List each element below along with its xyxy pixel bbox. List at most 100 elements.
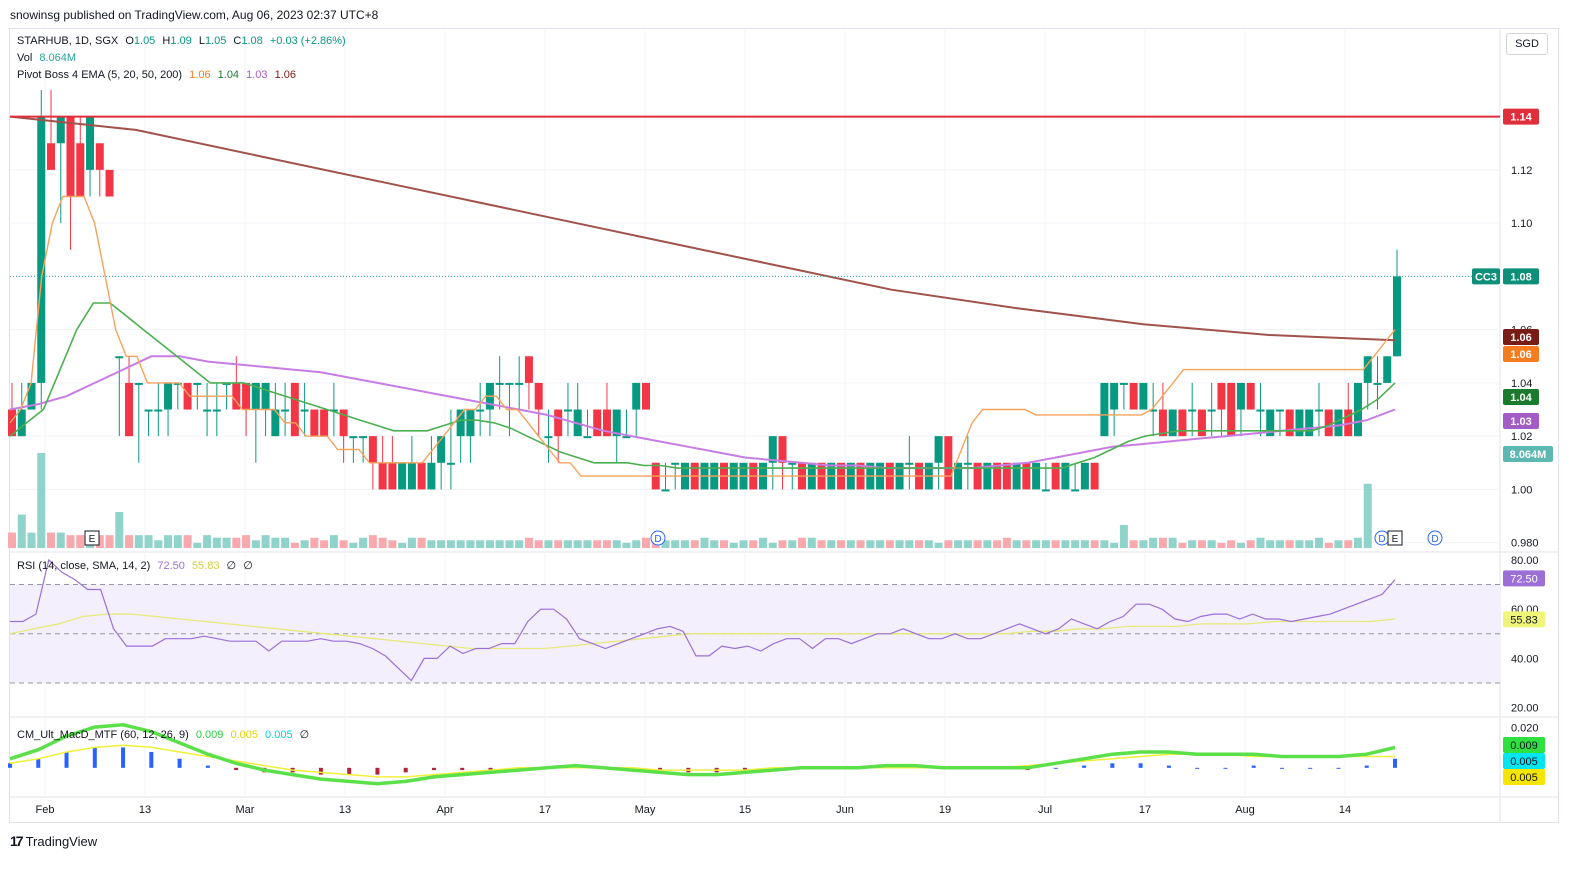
volume-bar — [164, 535, 173, 548]
time-tick-label: 15 — [739, 804, 751, 816]
volume-bar — [212, 537, 221, 548]
candle-body — [1217, 382, 1226, 410]
candle-body — [300, 409, 309, 412]
macd-value-badge — [1503, 737, 1545, 753]
candle-body — [437, 436, 446, 463]
candle-body — [641, 382, 650, 410]
volume-bar — [1236, 542, 1245, 548]
volume-bars — [8, 453, 1372, 548]
volume-bar — [622, 542, 631, 548]
volume-bar — [66, 535, 75, 548]
candle-body — [56, 116, 65, 144]
candle-body — [1236, 382, 1245, 410]
volume-bar — [349, 542, 358, 548]
rsi-tick-label: 40.00 — [1511, 653, 1539, 665]
volume-bar — [1178, 542, 1187, 548]
candle-body — [1373, 382, 1382, 385]
macd-signal-line — [9, 744, 1395, 778]
high-label: H — [162, 35, 171, 47]
macd-histogram-bar — [1336, 767, 1341, 769]
ema-legend: Pivot Boss 4 EMA (5, 20, 50, 200) 1.06 1… — [17, 69, 300, 81]
volume-bar — [1324, 542, 1333, 548]
volume-bar — [934, 542, 943, 548]
rsi-line — [10, 558, 1396, 682]
volume-bar — [173, 535, 182, 548]
price-label-badge — [1503, 329, 1539, 345]
volume-bar — [1256, 537, 1265, 548]
volume-bar — [1227, 540, 1236, 548]
volume-bar — [554, 540, 563, 548]
symbol-legend: STARHUB, 1D, SGX O1.05 H1.09 L1.05 C1.08… — [17, 35, 350, 47]
price-label-text: 1.06 — [1510, 349, 1531, 361]
candle-body — [212, 409, 221, 412]
macd-histogram-bar — [658, 767, 663, 771]
volume-bar — [8, 532, 16, 548]
volume-bar — [125, 535, 134, 548]
volume-bar — [1246, 540, 1255, 548]
candle-body — [271, 409, 280, 437]
time-tick-label: Jun — [836, 804, 854, 816]
volume-bar — [242, 535, 251, 548]
macd-value-3: 0.005 — [265, 729, 293, 741]
candle-body — [1256, 409, 1265, 412]
candle-body — [232, 382, 241, 410]
candle-body — [934, 436, 943, 463]
volume-bar — [1041, 540, 1050, 548]
volume-bar — [515, 540, 524, 548]
candle-body — [76, 143, 85, 197]
volume-bar — [1158, 537, 1167, 548]
candle-body — [310, 409, 319, 437]
macd-histogram-bar — [1308, 767, 1313, 769]
rsi-ma-line — [9, 613, 1396, 650]
event-marker-label: E — [1392, 534, 1399, 545]
candle-body — [446, 462, 455, 465]
rsi-tick-label: 80.00 — [1511, 555, 1539, 567]
volume-bar — [641, 537, 650, 548]
volume-bar — [1188, 540, 1197, 548]
volume-bar — [973, 540, 982, 548]
price-tick-label: 1.12 — [1511, 165, 1532, 177]
candle-body — [788, 462, 797, 465]
macd-histogram-bar — [8, 763, 12, 768]
volume-bar — [115, 512, 124, 548]
macd-histogram-bar — [205, 765, 210, 768]
price-label-badge — [1503, 413, 1539, 429]
volume-bar — [807, 537, 816, 548]
candle-body — [173, 382, 182, 385]
volume-bar — [95, 535, 104, 548]
volume-bar — [1100, 540, 1109, 548]
candle-body — [427, 462, 436, 490]
currency-button[interactable]: SGD — [1506, 33, 1548, 55]
candle-body — [1032, 462, 1041, 490]
open-label: O — [125, 35, 134, 47]
macd-histogram-bar — [177, 758, 182, 768]
macd-value-text: 0.005 — [1510, 772, 1538, 784]
macd-histogram-bar — [1223, 767, 1228, 769]
candle-body — [17, 409, 26, 437]
candle-body — [95, 143, 104, 170]
change-value: +0.03 (+2.86%) — [269, 35, 346, 47]
candle-body — [583, 436, 592, 439]
dividend-marker — [1427, 530, 1443, 546]
macd-histogram-bar — [318, 767, 323, 775]
candle-body — [963, 462, 972, 465]
volume-bar — [1080, 540, 1089, 548]
macd-histogram-bar — [1138, 763, 1143, 768]
candle-body — [632, 382, 641, 410]
volume-bar — [1051, 540, 1060, 548]
candle-body — [290, 382, 299, 437]
volume-bar — [563, 540, 572, 548]
macd-lines — [8, 723, 1397, 786]
volume-bar — [1090, 540, 1099, 548]
macd-histogram-bar — [1166, 765, 1171, 768]
volume-bar — [759, 537, 768, 548]
dividend-marker — [650, 530, 666, 546]
volume-bar — [573, 540, 582, 548]
resistance-line — [10, 115, 1500, 277]
volume-bar — [1061, 540, 1070, 548]
volume-bar — [437, 540, 446, 548]
candle-body — [534, 382, 543, 410]
candle-body — [1266, 409, 1275, 437]
volume-bar — [310, 537, 319, 548]
